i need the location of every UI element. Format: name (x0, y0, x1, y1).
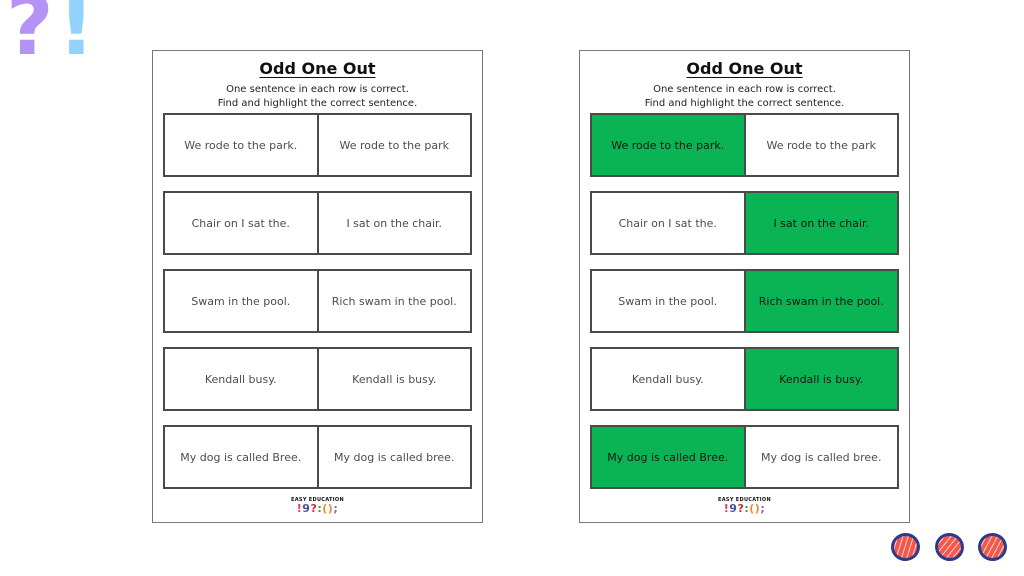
sentence-cell[interactable]: Rich swam in the pool. (743, 271, 897, 331)
sentence-row: Kendall busy. Kendall is busy. (163, 347, 472, 411)
logo-symbol: ; (760, 501, 766, 515)
logo-symbol: ) (754, 501, 761, 515)
sentence-row: Swam in the pool. Rich swam in the pool. (163, 269, 472, 333)
logo-symbol: ! (723, 501, 730, 515)
publisher-logo-symbols: !9?:(); (580, 501, 909, 515)
sentence-cell[interactable]: We rode to the park (743, 115, 898, 175)
publisher-logo-symbols: !9?:(); (153, 501, 482, 515)
worksheet-title: Odd One Out (259, 59, 376, 78)
logo-symbol: ( (322, 501, 328, 515)
scribble-circle-sticker (932, 529, 967, 565)
sentence-cell[interactable]: My dog is called bree. (316, 427, 471, 487)
logo-symbol: ) (327, 501, 334, 515)
sentence-rows: We rode to the park. We rode to the park… (590, 113, 899, 503)
question-mark-decoration: ? (6, 0, 58, 74)
instructions-line-2: Find and highlight the correct sentence. (644, 97, 845, 109)
publisher-logo: EASY EDUCATION !9?:(); (153, 496, 482, 515)
sentence-cell[interactable]: Swam in the pool. (618, 294, 718, 308)
sentence-cell[interactable]: Kendall busy. (631, 372, 704, 386)
sentence-cell[interactable]: My dog is called Bree. (592, 427, 744, 487)
logo-symbol: ? (310, 501, 318, 515)
sentence-cell[interactable]: I sat on the chair. (743, 193, 897, 253)
publisher-logo-text: EASY EDUCATION (291, 496, 344, 503)
instructions-line-1: One sentence in each row is correct. (226, 84, 409, 95)
logo-symbol: ? (737, 501, 745, 515)
scribble-circle-sticker (977, 532, 1008, 562)
worksheet-page-activity: Odd One Out One sentence in each row is … (152, 50, 483, 523)
sentence-cell[interactable]: Kendall busy. (204, 372, 277, 386)
sentence-cell[interactable]: Kendall is busy. (743, 349, 897, 409)
sentence-row: My dog is called Bree. My dog is called … (163, 425, 472, 489)
sentence-cell[interactable]: Kendall is busy. (316, 349, 471, 409)
sentence-row: Kendall busy. Kendall is busy. (590, 347, 899, 411)
sentence-row: Chair on I sat the. I sat on the chair. (590, 191, 899, 255)
sentence-cell[interactable]: I sat on the chair. (316, 193, 471, 253)
logo-symbol: ; (333, 501, 339, 515)
sentence-cell[interactable]: My dog is called bree. (743, 427, 898, 487)
sentence-row: Swam in the pool. Rich swam in the pool. (590, 269, 899, 333)
sentence-cell[interactable]: Chair on I sat the. (191, 216, 290, 230)
scribble-circle-sticker (889, 531, 922, 563)
question-exclamation-decoration: ?! (6, 0, 99, 68)
instructions-line-2: Find and highlight the correct sentence. (217, 97, 418, 109)
sentence-cell[interactable]: We rode to the park. (184, 138, 298, 152)
sentence-row: We rode to the park. We rode to the park (163, 113, 472, 177)
sentence-cell[interactable]: Rich swam in the pool. (316, 271, 471, 331)
logo-symbol: 9 (729, 501, 738, 515)
sentence-cell[interactable]: Chair on I sat the. (618, 216, 717, 230)
logo-symbol: : (744, 501, 750, 515)
logo-symbol: ( (749, 501, 755, 515)
instructions-line-1: One sentence in each row is correct. (653, 84, 836, 95)
logo-symbol: ! (296, 501, 303, 515)
worksheet-page-answer-key: Odd One Out One sentence in each row is … (579, 50, 910, 523)
exclamation-mark-decoration: ! (57, 0, 99, 74)
worksheet-instructions: One sentence in each row is correct. Fin… (580, 83, 909, 110)
sentence-cell[interactable]: We rode to the park (316, 115, 471, 175)
logo-symbol: 9 (302, 501, 311, 515)
sentence-cell[interactable]: We rode to the park. (592, 115, 744, 175)
publisher-logo: EASY EDUCATION !9?:(); (580, 496, 909, 515)
worksheet-instructions: One sentence in each row is correct. Fin… (153, 83, 482, 110)
sentence-row: Chair on I sat the. I sat on the chair. (163, 191, 472, 255)
sentence-row: My dog is called Bree. My dog is called … (590, 425, 899, 489)
logo-symbol: : (317, 501, 323, 515)
sentence-rows: We rode to the park. We rode to the park… (163, 113, 472, 503)
worksheet-title: Odd One Out (686, 59, 803, 78)
sentence-cell[interactable]: My dog is called Bree. (180, 450, 302, 464)
sentence-row: We rode to the park. We rode to the park (590, 113, 899, 177)
publisher-logo-text: EASY EDUCATION (718, 496, 771, 503)
sentence-cell[interactable]: Swam in the pool. (191, 294, 291, 308)
